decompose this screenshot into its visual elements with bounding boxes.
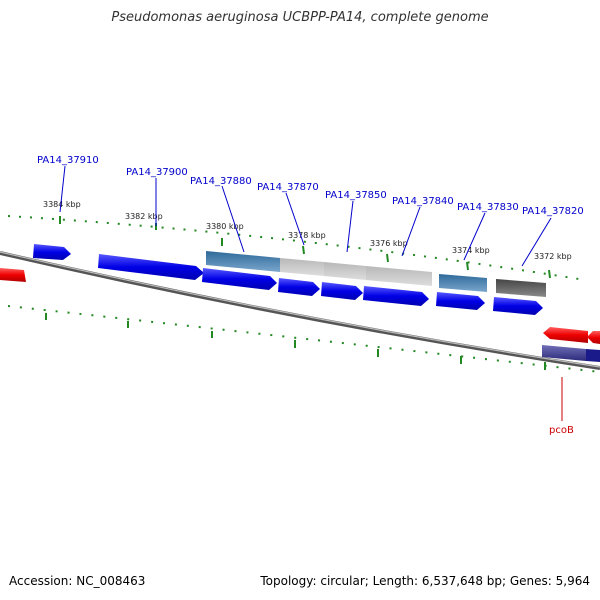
gene-arrow[interactable] [493,297,543,315]
feature-track-lower [542,345,600,362]
scale-label: 3374 kbp [452,246,490,255]
lower-major-ticks [45,313,546,370]
scale-label: 3378 kbp [288,231,326,240]
gene-label-PA14_37840[interactable]: PA14_37840 [392,196,454,207]
gene-arrow[interactable] [98,254,204,280]
scale-label: 3384 kbp [43,200,81,209]
scale-label: 3380 kbp [206,222,244,231]
gene-arrow[interactable] [202,268,277,290]
gene-arrow-reverse[interactable] [587,331,600,344]
feature-track-upper [206,251,546,297]
gene-label-PA14_37850[interactable]: PA14_37850 [325,190,387,201]
forward-genes [33,244,543,315]
gene-callout-lines [59,165,552,267]
gene-label-PA14_37870[interactable]: PA14_37870 [257,182,319,193]
gene-arrow[interactable] [363,286,429,306]
gene-arrow[interactable] [436,292,485,310]
reverse-genes [0,268,600,344]
gene-label-pcoB[interactable]: pcoB [549,425,574,436]
gene-label-PA14_37820[interactable]: PA14_37820 [522,206,584,217]
gene-arrow[interactable] [321,282,363,300]
scale-label: 3376 kbp [370,239,408,248]
genome-backbone [0,251,600,370]
scale-label: 3382 kbp [125,212,163,221]
gene-arrow[interactable] [33,244,71,260]
genome-stats: Topology: circular; Length: 6,537,648 bp… [260,574,590,588]
gene-label-PA14_37830[interactable]: PA14_37830 [457,202,519,213]
gene-label-PA14_37910[interactable]: PA14_37910 [37,155,99,166]
gene-label-PA14_37900[interactable]: PA14_37900 [126,167,188,178]
upper-major-ticks [59,216,551,279]
accession-label: Accession: NC_008463 [9,574,146,588]
map-title: Pseudomonas aeruginosa UCBPP-PA14, compl… [111,10,489,25]
gene-arrow-reverse[interactable] [0,268,26,282]
gene-arrow-reverse[interactable] [543,327,588,343]
gene-arrow[interactable] [278,278,320,296]
scale-label: 3372 kbp [534,252,572,261]
gene-label-PA14_37880[interactable]: PA14_37880 [190,176,252,187]
